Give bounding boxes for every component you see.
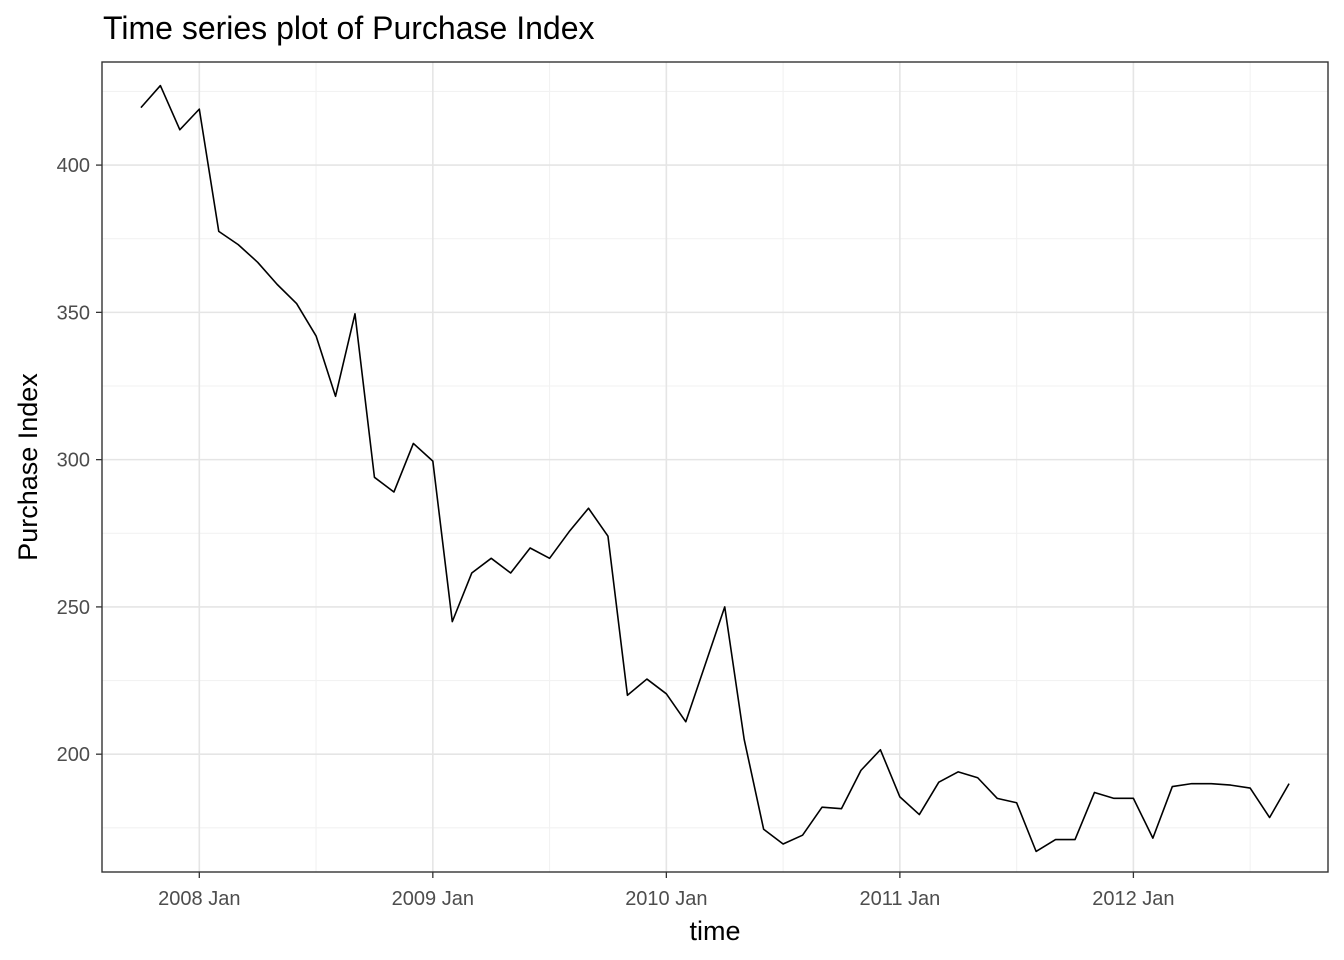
y-tick-label: 250: [57, 597, 90, 619]
major-gridlines: [102, 62, 1328, 872]
y-tick-label: 200: [57, 744, 90, 766]
y-axis-title: Purchase Index: [13, 373, 43, 561]
x-tick-label: 2009 Jan: [392, 888, 474, 910]
x-tick-label: 2010 Jan: [625, 888, 707, 910]
plot-panel-border: [101, 61, 1329, 873]
chart-title: Time series plot of Purchase Index: [103, 10, 595, 46]
x-tick-label: 2012 Jan: [1092, 888, 1174, 910]
y-tick-label: 400: [57, 155, 90, 177]
y-tick-label: 350: [57, 302, 90, 324]
y-axis: 200 250 300 350 400: [57, 155, 102, 766]
x-tick-label: 2011 Jan: [859, 888, 940, 910]
x-tick-label: 2008 Jan: [158, 888, 240, 910]
minor-gridlines: [102, 62, 1328, 872]
x-axis: 2008 Jan 2009 Jan 2010 Jan 2011 Jan 2012 Jan: [158, 872, 1175, 910]
y-tick-label: 300: [57, 450, 90, 472]
series-line: [140, 84, 1290, 853]
x-axis-title: time: [689, 916, 740, 946]
